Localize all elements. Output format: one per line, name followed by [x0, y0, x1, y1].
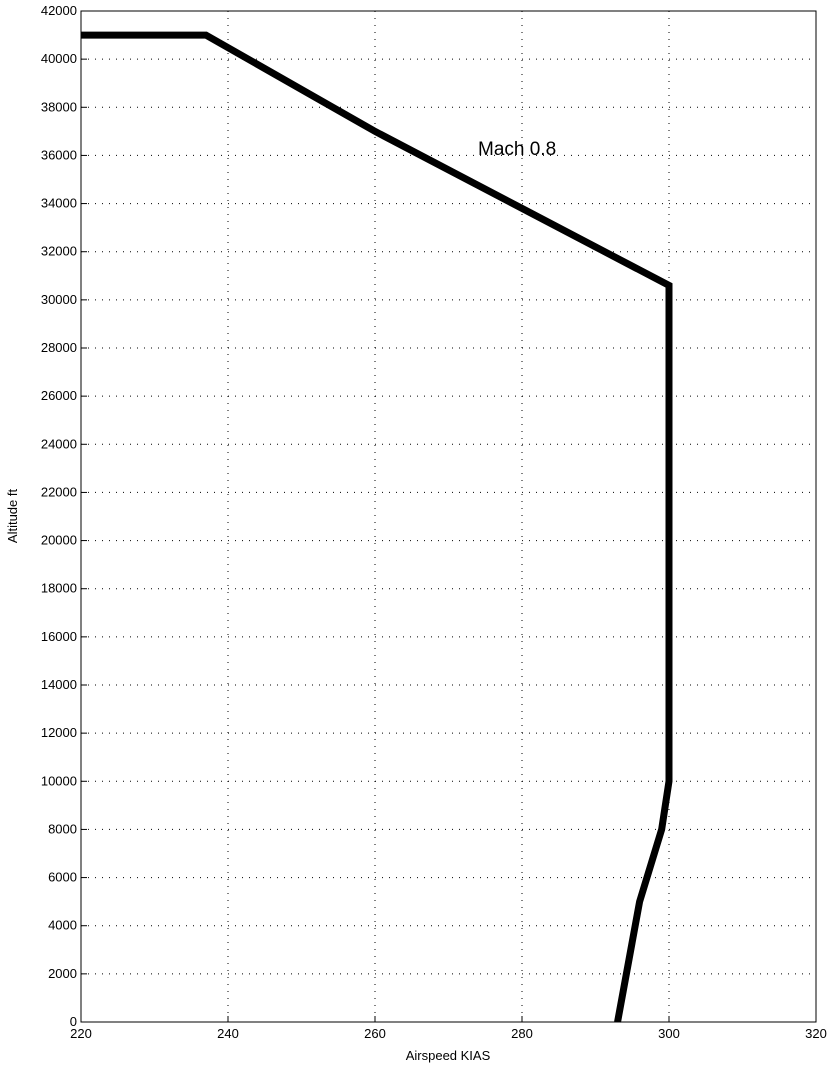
y-tick-label: 24000	[41, 436, 77, 451]
y-tick-label: 22000	[41, 484, 77, 499]
y-tick-label: 14000	[41, 677, 77, 692]
line-series	[81, 31, 673, 1023]
y-tick-label: 32000	[41, 244, 77, 259]
y-tick-label: 4000	[48, 918, 77, 933]
plot-border	[80, 10, 817, 1023]
x-tick-label: 240	[217, 1026, 239, 1041]
y-tick-label: 42000	[41, 3, 77, 18]
y-tick-label: 10000	[41, 773, 77, 788]
y-tick-label: 26000	[41, 388, 77, 403]
y-axis-label: Altitude ft	[5, 489, 20, 544]
y-tick-label: 40000	[41, 51, 77, 66]
x-axis-label: Airspeed KIAS	[406, 1048, 491, 1063]
y-tick-label: 34000	[41, 196, 77, 211]
y-tick-label: 38000	[41, 99, 77, 114]
y-tick-label: 12000	[41, 725, 77, 740]
y-tick-label: 2000	[48, 966, 77, 981]
y-tick-label: 20000	[41, 533, 77, 548]
y-tick-label: 36000	[41, 147, 77, 162]
y-tick-label: 6000	[48, 870, 77, 885]
y-tick-label: 28000	[41, 340, 77, 355]
plot-frame	[80, 10, 817, 1023]
x-tick-label: 280	[511, 1026, 533, 1041]
x-tick-label: 260	[364, 1026, 386, 1041]
y-tick-label: 16000	[41, 629, 77, 644]
y-tick-label: 18000	[41, 581, 77, 596]
y-tick-label: 30000	[41, 292, 77, 307]
y-tick-label: 0	[70, 1014, 77, 1029]
y-tick-label: 8000	[48, 821, 77, 836]
x-tick-label: 320	[805, 1026, 827, 1041]
x-tick-label: 220	[70, 1026, 92, 1041]
x-tick-label: 300	[658, 1026, 680, 1041]
annotation: Mach 0.8	[478, 139, 556, 160]
